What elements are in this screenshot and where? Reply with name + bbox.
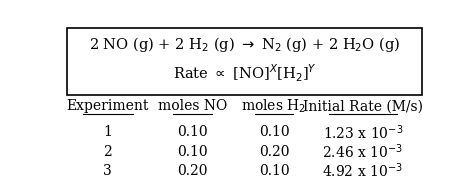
- Text: Initial Rate (M/s): Initial Rate (M/s): [302, 99, 422, 113]
- Text: 4.92 x 10$^{-3}$: 4.92 x 10$^{-3}$: [322, 162, 402, 180]
- Text: Rate $\propto$ [NO]$^X$[H$_2$]$^Y$: Rate $\propto$ [NO]$^X$[H$_2$]$^Y$: [172, 63, 316, 84]
- Text: 2 NO (g) + 2 H$_2$ (g) $\rightarrow$ N$_2$ (g) + 2 H$_2$O (g): 2 NO (g) + 2 H$_2$ (g) $\rightarrow$ N$_…: [89, 35, 399, 54]
- Text: 0.10: 0.10: [258, 125, 289, 139]
- Text: 0.10: 0.10: [177, 125, 208, 139]
- Text: 2.46 x 10$^{-3}$: 2.46 x 10$^{-3}$: [322, 142, 402, 161]
- Text: 0.20: 0.20: [177, 164, 208, 178]
- Text: moles NO: moles NO: [158, 99, 227, 113]
- Text: 0.10: 0.10: [177, 145, 208, 159]
- Text: 0.20: 0.20: [258, 145, 288, 159]
- Text: 0.10: 0.10: [258, 164, 289, 178]
- Text: 1: 1: [103, 125, 112, 139]
- Text: moles H$_2$: moles H$_2$: [241, 98, 306, 115]
- Text: 1.23 x 10$^{-3}$: 1.23 x 10$^{-3}$: [322, 123, 402, 142]
- Text: 3: 3: [103, 164, 112, 178]
- FancyBboxPatch shape: [67, 28, 421, 95]
- Text: 2: 2: [103, 145, 112, 159]
- Text: Experiment: Experiment: [66, 99, 149, 113]
